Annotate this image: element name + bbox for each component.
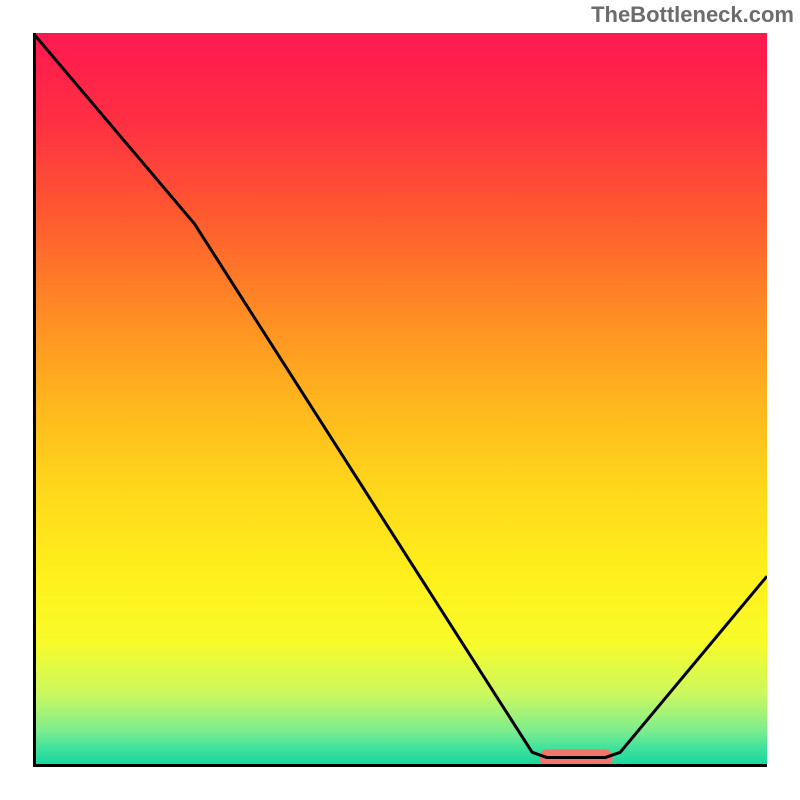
chart-svg (33, 33, 767, 767)
bottleneck-chart (33, 33, 767, 767)
chart-container: { "attribution": { "text": "TheBottlenec… (0, 0, 800, 800)
attribution-text: TheBottleneck.com (591, 2, 794, 28)
